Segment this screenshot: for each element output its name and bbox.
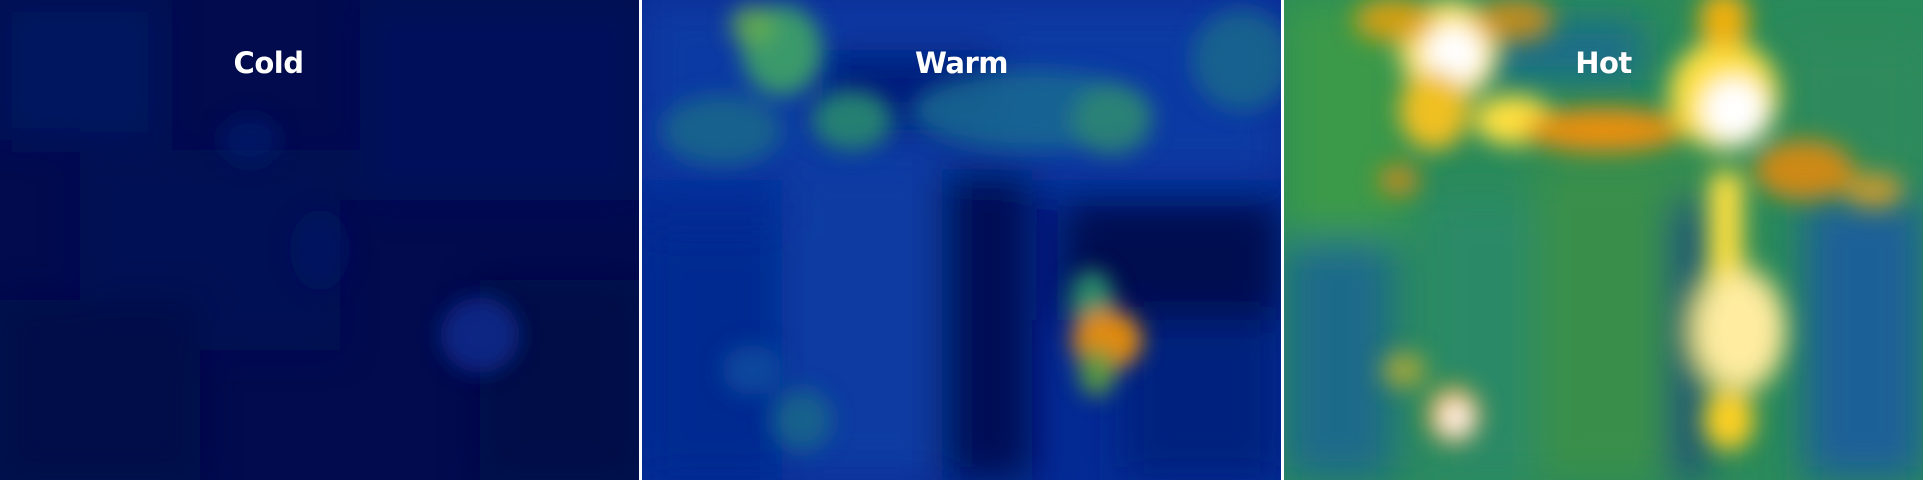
divider bbox=[1281, 0, 1284, 480]
divider bbox=[639, 0, 642, 480]
panel-label-warm: Warm bbox=[914, 46, 1009, 80]
heatmap-hot bbox=[1284, 0, 1923, 480]
heatmap-cold bbox=[0, 0, 639, 480]
panel-label-cold: Cold bbox=[233, 46, 304, 80]
panel-label-hot: Hot bbox=[1575, 46, 1632, 80]
panel-warm: Warm bbox=[642, 0, 1281, 480]
panel-cold: Cold bbox=[0, 0, 639, 480]
panel-hot: Hot bbox=[1284, 0, 1923, 480]
heatmap-warm bbox=[642, 0, 1281, 480]
